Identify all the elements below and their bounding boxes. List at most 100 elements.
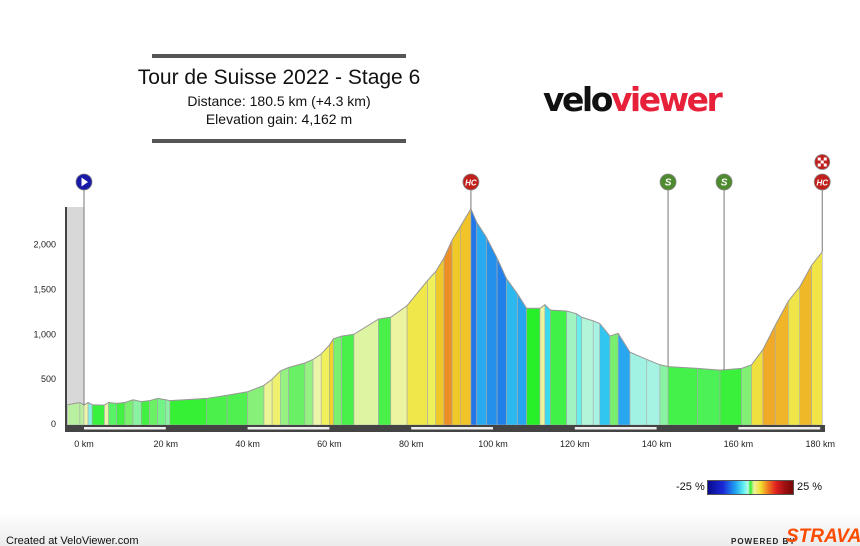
profile-segment xyxy=(288,362,306,426)
profile-segment xyxy=(539,304,546,426)
profile-segment xyxy=(149,398,158,426)
profile-segment xyxy=(79,401,85,426)
x-tick-label: 140 km xyxy=(642,439,672,449)
profile-segment xyxy=(341,333,355,426)
profile-segment xyxy=(496,257,507,426)
marker-label: HC xyxy=(465,179,477,188)
y-axis-line xyxy=(65,207,67,425)
page-title: Tour de Suisse 2022 - Stage 6 xyxy=(137,66,421,89)
x-tick-label: 40 km xyxy=(235,439,260,449)
elevation-gain-text: Elevation gain: 4,162 m xyxy=(205,111,353,127)
profile-segment xyxy=(443,239,453,426)
sprint-icon xyxy=(715,173,733,191)
profile-segment xyxy=(83,401,89,426)
profile-segment xyxy=(353,318,379,426)
x-tick-label: 180 km xyxy=(805,439,835,449)
sprint-icon xyxy=(659,173,677,191)
checkered-square xyxy=(817,163,821,167)
gradient-legend-bar xyxy=(707,480,794,495)
checkered-square xyxy=(823,163,827,167)
profile-segment xyxy=(659,364,669,426)
veloviewer-logo: veloviewer xyxy=(543,80,723,119)
profile-segment xyxy=(811,250,823,426)
profile-segment xyxy=(459,207,472,426)
profile-segment xyxy=(165,399,171,426)
profile-segment xyxy=(91,404,105,426)
profile-segment xyxy=(280,367,289,426)
profile-segment xyxy=(304,358,314,426)
profile-segment xyxy=(427,270,437,426)
profile-segment xyxy=(609,332,619,426)
y-tick-label: 0 xyxy=(51,419,56,429)
powered-by-text: POWERED BY xyxy=(731,537,796,546)
footer xyxy=(0,512,860,546)
profile-segment xyxy=(762,325,776,426)
logo-part-velo: velo xyxy=(543,80,613,119)
checkered-square xyxy=(817,157,821,161)
profile-segment xyxy=(67,402,81,426)
x-tick-label: 160 km xyxy=(724,439,754,449)
profile-segment xyxy=(169,398,207,426)
x-tick-label: 0 km xyxy=(74,439,94,449)
y-tick-label: 2,000 xyxy=(33,240,56,250)
profile-segment xyxy=(787,285,801,426)
profile-outline xyxy=(67,207,823,406)
logo-part-viewer: viewer xyxy=(610,80,723,119)
profile-segment xyxy=(116,402,126,426)
profile-segment xyxy=(799,265,812,426)
profile-segment xyxy=(599,322,611,426)
profile-segment xyxy=(592,320,601,426)
title-rule-top xyxy=(152,54,406,58)
profile-segment xyxy=(271,370,281,426)
strava-logo: STRAVA xyxy=(786,526,860,546)
checkered-square xyxy=(823,157,827,161)
profile-segment xyxy=(719,368,742,426)
profile-segment xyxy=(549,309,567,426)
profile-segment xyxy=(132,399,142,426)
profile-segment xyxy=(629,351,648,426)
x-tick-label: 100 km xyxy=(478,439,508,449)
title-rule-bottom xyxy=(152,139,406,143)
profile-segment xyxy=(390,305,408,426)
profile-segment xyxy=(646,358,661,426)
profile-segment xyxy=(157,398,167,426)
profile-segment xyxy=(124,399,134,426)
profile-segment xyxy=(506,277,518,426)
profile-segment xyxy=(226,391,248,426)
profile-segment xyxy=(476,221,487,426)
profile-segment xyxy=(140,400,150,426)
profile-segment xyxy=(517,292,527,426)
legend-min-label: -25 % xyxy=(676,481,705,493)
legend-max-label: 25 % xyxy=(797,481,823,493)
play-icon xyxy=(81,177,88,187)
y-tick-label: 500 xyxy=(41,374,56,384)
distance-band xyxy=(84,427,166,430)
profile-segment xyxy=(526,307,541,426)
profile-segment xyxy=(566,310,577,426)
profile-segment xyxy=(774,300,789,426)
profile-segment xyxy=(263,378,273,426)
distance-text: Distance: 180.5 km (+4.3 km) xyxy=(187,93,371,109)
profile-segment xyxy=(544,303,551,426)
profile-segment xyxy=(333,335,342,426)
x-tick-label: 60 km xyxy=(317,439,342,449)
profile-segment xyxy=(617,332,631,426)
y-tick-label: 1,500 xyxy=(33,284,56,294)
hc-climb-icon xyxy=(813,173,831,191)
profile-segment xyxy=(104,401,109,426)
profile-segment xyxy=(751,348,764,426)
profile-segment xyxy=(741,364,752,426)
marker-label: S xyxy=(721,178,728,189)
distance-band xyxy=(574,427,657,430)
profile-segment xyxy=(486,237,498,426)
x-tick-label: 20 km xyxy=(154,439,179,449)
profile-segment xyxy=(108,402,118,426)
profile-segment xyxy=(667,366,698,426)
distance-band xyxy=(411,427,493,430)
profile-segment xyxy=(312,353,322,426)
profile-segment xyxy=(320,344,330,426)
created-at-text: Created at VeloViewer.com xyxy=(6,535,139,546)
hc-climb-icon xyxy=(462,173,480,191)
profile-segment xyxy=(451,225,461,426)
